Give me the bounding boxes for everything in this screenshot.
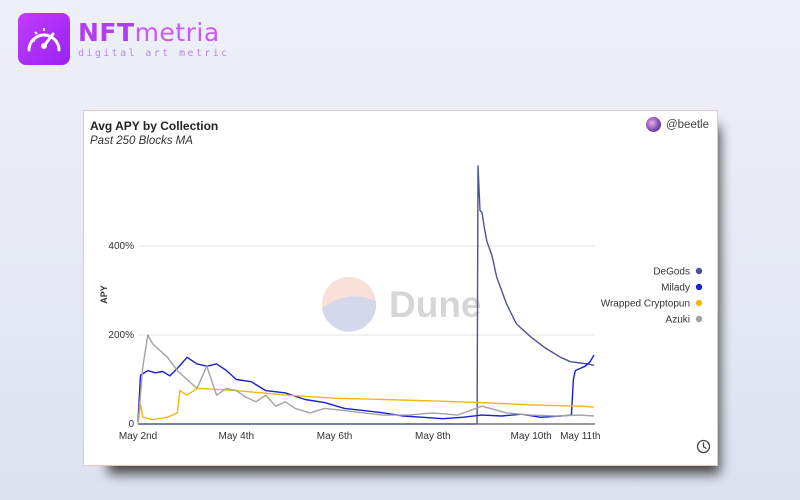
legend-label: Azuki (666, 315, 690, 326)
x-tick-label: May 11th (560, 431, 600, 442)
series-lines (137, 165, 595, 425)
legend-item[interactable]: Wrapped Cryptopun (601, 299, 703, 310)
legend-item[interactable]: Milady (661, 283, 703, 294)
author-link[interactable]: @beetle (645, 117, 709, 132)
legend-swatch (695, 315, 703, 323)
legend-label: DeGods (653, 267, 690, 278)
y-tick-label: 0 (128, 419, 134, 430)
series-line-degods (138, 165, 595, 425)
legend-swatch (695, 283, 703, 291)
clock-icon[interactable] (696, 439, 711, 459)
legend-label: Wrapped Cryptopun (601, 299, 690, 310)
brand-name-bold: NFT (78, 18, 135, 47)
x-axis-ticks: May 2nd May 4th May 6th May 8th May 10th May … (119, 431, 601, 442)
speedometer-icon (18, 13, 70, 65)
brand-header: NFTmetria digital art metric (18, 13, 230, 65)
legend-swatch (695, 299, 703, 307)
y-axis-ticks: 0 200% 400% (108, 241, 134, 430)
x-tick-label: May 6th (317, 431, 353, 442)
legend: DeGods Milady Wrapped Cryptopun Azuki (601, 267, 703, 326)
grid (138, 245, 595, 336)
chart-plot: Dune 0 200% 400% APY May 2nd May 4th May 6th… (99, 165, 703, 442)
brand-name: NFTmetria (78, 19, 230, 47)
brand-tagline: digital art metric (78, 48, 230, 59)
y-tick-label: 400% (108, 241, 134, 252)
legend-item[interactable]: Azuki (666, 315, 703, 326)
y-axis-label: APY (99, 285, 109, 304)
series-line-wrapped-cryptopunks (137, 387, 595, 425)
avatar (645, 117, 661, 132)
y-tick-label: 200% (108, 330, 134, 341)
brand-name-light: metria (134, 18, 220, 47)
chart-title: Avg APY by Collection (90, 119, 219, 133)
series-line-azuki (137, 334, 595, 425)
x-tick-label: May 10th (511, 431, 552, 442)
dune-logo-icon (322, 277, 376, 331)
x-tick-label: May 4th (218, 431, 254, 442)
x-tick-label: May 8th (415, 431, 451, 442)
chart-card: Avg APY by Collection Past 250 Blocks MA… (83, 110, 718, 466)
legend-swatch (695, 267, 703, 275)
dune-watermark: Dune (322, 277, 482, 332)
author-name: @beetle (665, 118, 709, 131)
dune-watermark-text: Dune (389, 284, 482, 325)
legend-item[interactable]: DeGods (653, 267, 703, 278)
legend-label: Milady (661, 283, 690, 294)
chart-subtitle: Past 250 Blocks MA (90, 135, 193, 147)
x-tick-label: May 2nd (119, 431, 157, 442)
